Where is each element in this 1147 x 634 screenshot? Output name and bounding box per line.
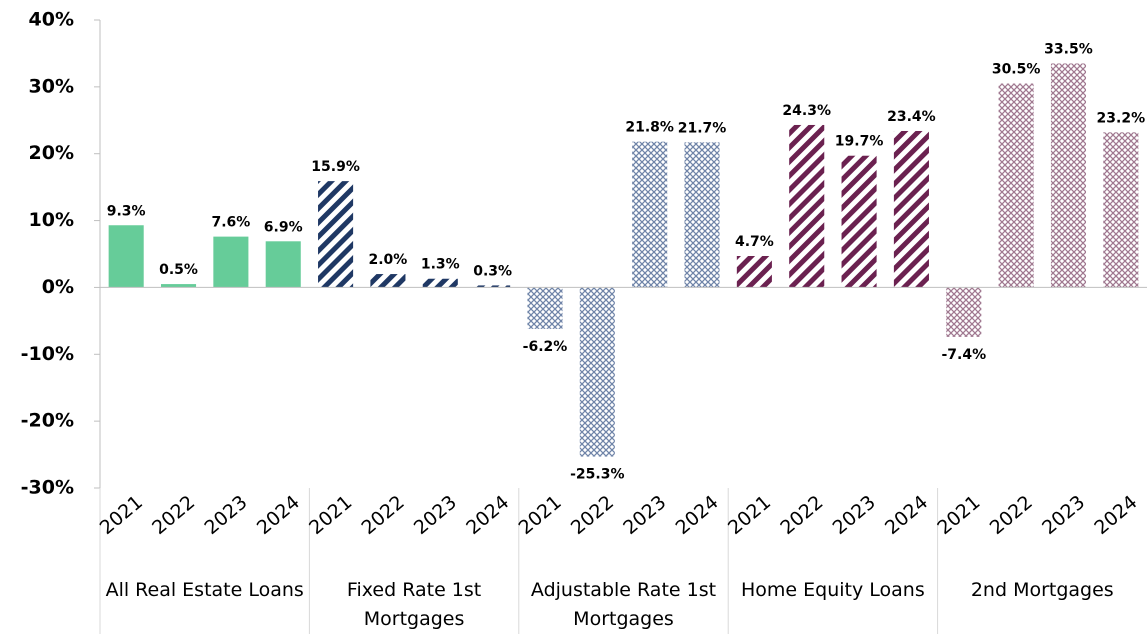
x-tick-label: 2024: [1090, 491, 1141, 539]
x-tick-label: 2022: [567, 491, 618, 539]
group-label: Home Equity Loans: [741, 579, 925, 601]
x-tick-label: 2021: [305, 491, 356, 539]
bar: [998, 83, 1034, 288]
value-label: 6.9%: [264, 219, 303, 235]
value-label: 15.9%: [311, 159, 360, 175]
bar: [422, 278, 458, 288]
y-tick-label: -10%: [21, 343, 74, 365]
x-tick-label: 2022: [357, 491, 408, 539]
x-tick-label: 2023: [619, 491, 670, 539]
value-label: 23.2%: [1097, 110, 1146, 126]
bar: [579, 287, 615, 457]
x-tick-label: 2023: [1038, 491, 1089, 539]
group-label: Adjustable Rate 1st Mortgages: [530, 579, 717, 630]
y-tick-label: 40%: [29, 9, 74, 31]
bar: [632, 141, 668, 288]
value-label: 24.3%: [782, 103, 831, 119]
x-tick-label: 2023: [200, 491, 251, 539]
value-label: -25.3%: [570, 467, 624, 483]
value-label: 0.3%: [473, 263, 512, 279]
x-tick-label: 2022: [776, 491, 827, 539]
bar: [789, 124, 825, 288]
bar: [841, 155, 877, 288]
x-tick-label: 2021: [96, 491, 147, 539]
value-label: 1.3%: [421, 257, 460, 273]
x-tick-label: 2024: [462, 491, 513, 539]
x-tick-label: 2021: [933, 491, 984, 539]
bar: [1050, 63, 1087, 288]
value-label: 2.0%: [369, 252, 408, 268]
x-tick-label: 2024: [881, 491, 932, 539]
bar: [475, 285, 511, 288]
y-tick-label: 30%: [29, 75, 74, 97]
bar: [318, 181, 354, 288]
value-label: 33.5%: [1044, 41, 1093, 57]
bar: [893, 130, 929, 288]
bar: [684, 142, 720, 288]
bar: [370, 274, 406, 288]
value-label: 0.5%: [159, 262, 198, 278]
value-label: 19.7%: [835, 134, 884, 150]
y-tick-label: -20%: [21, 410, 74, 432]
group-label: 2nd Mortgages: [970, 579, 1114, 601]
value-label: -7.4%: [941, 347, 986, 363]
x-tick-label: 2024: [672, 491, 723, 539]
value-label: 21.8%: [625, 120, 674, 136]
y-tick-label: 0%: [42, 276, 74, 298]
x-tick-label: 2023: [410, 491, 461, 539]
x-tick-label: 2022: [148, 491, 199, 539]
bar: [265, 241, 301, 288]
bar: [527, 287, 563, 329]
bar: [213, 236, 249, 288]
value-label: 7.6%: [211, 215, 250, 231]
x-tick-label: 2024: [253, 491, 304, 539]
y-tick-label: 20%: [29, 142, 74, 164]
group-label: All Real Estate Loans: [105, 579, 304, 601]
x-tick-label: 2021: [515, 491, 566, 539]
group-label: Fixed Rate 1st Mortgages: [346, 579, 482, 630]
y-tick-label: -30%: [21, 477, 74, 499]
x-tick-label: 2022: [986, 491, 1037, 539]
y-tick-label: 10%: [29, 209, 74, 231]
x-tick-label: 2023: [829, 491, 880, 539]
value-label: 9.3%: [107, 203, 146, 219]
bar: [1103, 132, 1139, 288]
bar: [108, 225, 144, 288]
bar: [946, 287, 982, 337]
x-tick-label: 2021: [724, 491, 775, 539]
value-label: 21.7%: [678, 120, 727, 136]
value-label: 30.5%: [992, 62, 1041, 78]
value-label: 4.7%: [735, 234, 774, 250]
value-label: 23.4%: [887, 109, 936, 125]
bar: [160, 284, 197, 288]
value-label: -6.2%: [523, 339, 568, 355]
bar: [736, 256, 772, 288]
